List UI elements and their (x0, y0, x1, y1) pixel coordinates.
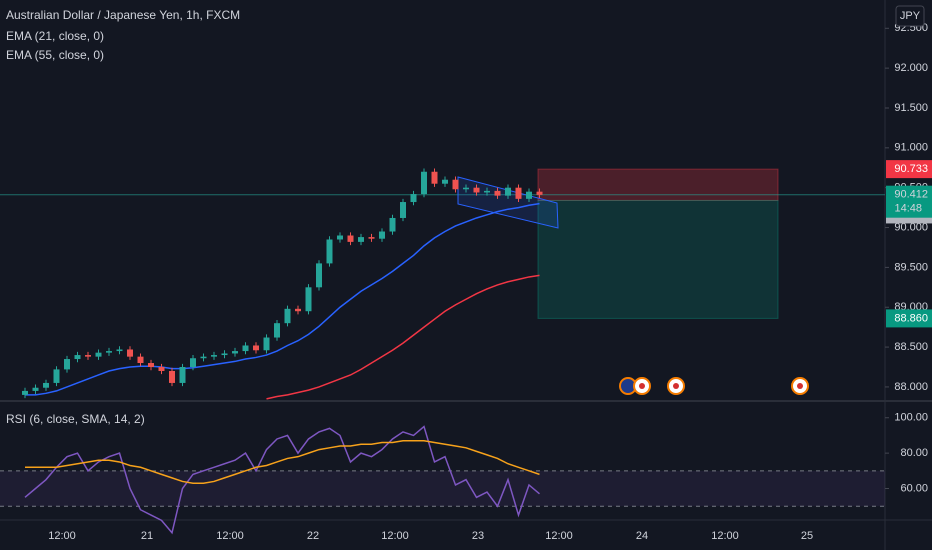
symbol-legend[interactable]: Australian Dollar / Japanese Yen, 1h, FX… (6, 8, 240, 22)
target-zone (537, 199, 779, 319)
candle-body (358, 237, 364, 242)
rsi-tick-label: 80.00 (900, 447, 928, 459)
candle-body (32, 387, 39, 391)
rsi-legend[interactable]: RSI (6, close, SMA, 14, 2) (6, 412, 145, 426)
target-badge-label: 88.860 (894, 312, 928, 324)
rsi-line (24, 425, 540, 535)
candle-body (211, 355, 217, 357)
candle-body (421, 171, 427, 195)
stop-zone (537, 168, 779, 201)
candle-body (295, 308, 301, 312)
candle-body (106, 351, 112, 353)
currency-label[interactable]: JPY (900, 10, 921, 22)
candle-body (473, 187, 480, 193)
candle-body (169, 370, 175, 383)
candle-body (305, 287, 312, 312)
currency-button[interactable] (895, 5, 925, 27)
time-label: 12:00 (48, 530, 76, 542)
candle-body (505, 187, 511, 196)
candle-body (316, 263, 322, 288)
price-tick-label: 90.000 (894, 221, 928, 233)
candle-body (263, 337, 270, 351)
candle-body (158, 367, 165, 371)
candle-body (85, 355, 91, 357)
candle-body (410, 194, 417, 203)
time-label: 22 (307, 530, 319, 542)
candle-body (116, 349, 123, 352)
time-label: 24 (636, 530, 648, 542)
candle-body (274, 323, 280, 338)
candle-body (337, 235, 343, 240)
candle-body (253, 345, 259, 351)
candle-body (242, 345, 249, 352)
candle-body (389, 217, 396, 232)
candle-body (452, 179, 459, 190)
candle-body (284, 308, 291, 324)
price-tick-label: 92.000 (894, 62, 928, 74)
candle-body (74, 355, 81, 360)
candle-body (127, 349, 133, 357)
stop-badge (886, 160, 932, 179)
price-tick-label: 91.500 (894, 102, 928, 114)
candle-body (526, 191, 532, 199)
event-icon-dot (673, 383, 679, 389)
candle-body (368, 237, 375, 239)
target-badge (886, 309, 932, 328)
rsi-tick-label: 60.00 (900, 482, 928, 494)
price-tick-label: 88.500 (894, 341, 928, 353)
time-label: 21 (141, 530, 153, 542)
event-icon-dot (639, 383, 645, 389)
candle-body (200, 356, 207, 359)
rsi-band-fill (0, 470, 885, 507)
rsi-line (25, 439, 540, 484)
event-icons (619, 377, 809, 395)
candle-body (232, 351, 238, 354)
last-price-label: 90.412 (894, 189, 928, 201)
last-price-badge (886, 185, 932, 218)
ema-line (25, 202, 540, 396)
candle-body (43, 382, 49, 388)
time-label: 12:00 (545, 530, 573, 542)
candle-body (379, 231, 385, 239)
candle-body (148, 363, 154, 368)
candle-body (64, 359, 70, 370)
candle-body (53, 369, 60, 383)
candle-body (95, 352, 102, 357)
price-tick-label: 88.000 (894, 381, 928, 393)
candle-body (442, 179, 448, 184)
time-label: 12:00 (381, 530, 409, 542)
time-label: 25 (801, 530, 813, 542)
ema21-legend[interactable]: EMA (21, close, 0) (6, 29, 104, 43)
candle-body (347, 235, 354, 242)
ema55-legend[interactable]: EMA (55, close, 0) (6, 48, 104, 62)
ema-line (266, 274, 540, 400)
time-label: 12:00 (711, 530, 739, 542)
price-tick-label: 89.500 (894, 261, 928, 273)
candle-body (179, 367, 186, 383)
candle-body (515, 187, 522, 199)
candle-body (463, 187, 469, 190)
stop-badge-label: 90.733 (894, 163, 928, 175)
candle-body (484, 190, 490, 193)
event-icon-dot (797, 383, 803, 389)
candle-body (536, 191, 543, 195)
candle-body (22, 390, 28, 395)
candle-body (400, 202, 406, 218)
countdown-label: 14:48 (894, 203, 922, 215)
candle-body (326, 239, 333, 264)
candle-body (190, 358, 196, 368)
channel-drawing[interactable] (457, 176, 559, 229)
candle-body (494, 190, 501, 196)
candle-body (137, 356, 144, 364)
time-label: 12:00 (216, 530, 244, 542)
rsi-tick-label: 100.00 (894, 412, 928, 424)
price-tick-label: 91.000 (894, 142, 928, 154)
candle-body (431, 171, 438, 184)
time-label: 23 (472, 530, 484, 542)
candle-body (221, 353, 228, 356)
